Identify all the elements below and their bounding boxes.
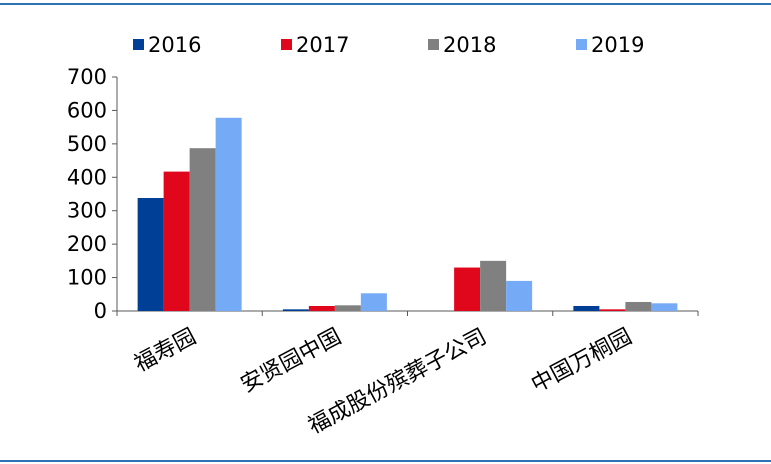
bar-2018-1: [334, 305, 361, 311]
legend-label-2016: 2016: [148, 33, 201, 57]
bar-2017-1: [308, 305, 335, 311]
bar-2017-2: [454, 267, 481, 311]
bar-2018-2: [480, 260, 507, 311]
bar-2017-0: [163, 171, 190, 311]
bar-2018-0: [189, 148, 216, 311]
y-tick-label: 600: [67, 98, 107, 122]
x-category-label: 安贤园中国: [237, 324, 346, 398]
y-tick-label: 700: [67, 65, 107, 89]
y-tick-label: 400: [67, 165, 107, 189]
y-tick-label: 300: [67, 199, 107, 223]
legend-swatch-2017: [281, 39, 292, 50]
y-tick-label: 200: [67, 232, 107, 256]
legend-label-2019: 2019: [591, 33, 644, 57]
bar-2017-3: [599, 309, 626, 311]
bar-2018-3: [625, 301, 652, 311]
x-category-label: 中国万桐园: [527, 324, 636, 398]
y-tick-label: 500: [67, 132, 107, 156]
x-category-label: 福寿园: [130, 324, 200, 377]
legend: 2016 2017 2018 2019: [133, 33, 644, 57]
legend-label-2017: 2017: [296, 33, 349, 57]
bar-2016-3: [573, 305, 600, 311]
legend-swatch-2019: [576, 39, 587, 50]
y-tick-label: 100: [67, 266, 107, 290]
y-axis: 0 100 200 300 400 500 600 700: [67, 65, 118, 323]
bar-2019-2: [506, 280, 533, 311]
bars: [137, 117, 678, 311]
legend-swatch-2016: [133, 39, 144, 50]
bar-2019-3: [651, 303, 678, 311]
top-rule: [0, 3, 771, 5]
bottom-rule: [0, 460, 771, 462]
bar-2016-0: [137, 198, 164, 311]
bar-2019-0: [215, 117, 242, 311]
legend-label-2018: 2018: [443, 33, 496, 57]
y-tick-label: 0: [94, 299, 107, 323]
bar-2019-1: [360, 293, 387, 311]
legend-swatch-2018: [428, 39, 439, 50]
bar-2016-1: [282, 309, 309, 311]
